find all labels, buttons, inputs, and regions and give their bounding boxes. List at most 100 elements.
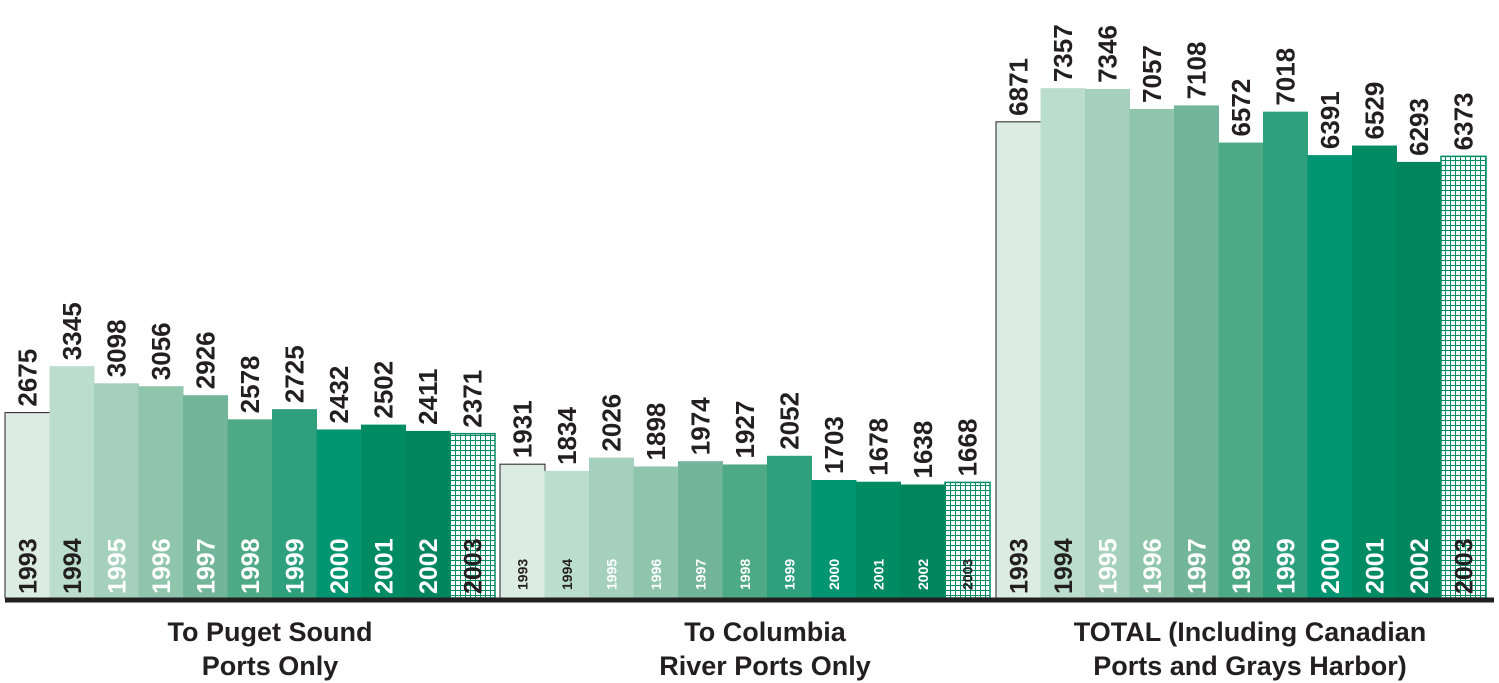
category-label: 1993 (1006, 538, 1034, 594)
bar-2000 (1307, 155, 1353, 598)
value-label: 3345 (57, 302, 87, 360)
bar-1996 (633, 466, 679, 598)
value-label: 7346 (1093, 25, 1123, 83)
value-label: 6529 (1360, 82, 1390, 140)
group-title-line: Ports and Grays Harbor) (1093, 651, 1407, 681)
category-label: 1995 (104, 538, 132, 594)
category-label: 2000 (326, 538, 354, 594)
value-label: 2926 (191, 331, 221, 389)
value-label: 1927 (730, 401, 760, 459)
bar-2003 (449, 432, 496, 599)
category-label: 1997 (1184, 538, 1212, 594)
bar-2003 (1440, 155, 1487, 599)
bar-1997 (1174, 105, 1219, 599)
category-label: 2003 (960, 559, 976, 590)
bar-1996 (138, 386, 184, 598)
bar-1999 (1263, 111, 1308, 599)
category-label: 2002 (415, 538, 443, 594)
category-label: 2001 (871, 559, 887, 590)
value-label: 2411 (413, 369, 443, 425)
category-label: 2000 (826, 559, 842, 590)
value-label: 6293 (1404, 98, 1434, 156)
value-label: 7108 (1182, 42, 1212, 100)
group-title-line: Ports Only (202, 651, 339, 681)
bar-2000 (811, 479, 857, 598)
category-label: 1998 (1228, 538, 1256, 594)
bar-group-2: 1931 1993 1834 1994 2026 1995 1898 1996 1974 1997… (499, 392, 991, 599)
category-label: 1999 (1273, 538, 1301, 594)
value-label: 1834 (552, 407, 582, 465)
value-label: 7357 (1048, 24, 1078, 82)
value-label: 7018 (1271, 48, 1301, 106)
category-label: 1995 (1095, 538, 1123, 594)
group-titles: To Puget Sound Ports Only To Columbia River… (168, 617, 1427, 681)
bar-1993 (4, 412, 51, 599)
category-label: 1994 (1050, 538, 1078, 594)
value-label: 1931 (508, 400, 538, 458)
value-label: 3098 (102, 319, 132, 377)
value-label: 6871 (1004, 58, 1034, 116)
category-label: 1998 (737, 559, 753, 590)
value-label: 2725 (280, 345, 310, 403)
bar-2001 (1352, 145, 1397, 599)
bar-1999 (767, 455, 812, 598)
value-label: 1703 (819, 416, 849, 474)
group-title-line: To Puget Sound (168, 617, 373, 647)
bar-1993 (499, 463, 546, 599)
bar-1994 (49, 366, 95, 598)
bar-2000 (316, 429, 362, 598)
value-label: 6572 (1226, 79, 1256, 137)
bar-2001 (856, 481, 901, 598)
category-label: 1994 (559, 559, 575, 590)
group-title-line: TOTAL (Including Canadian (1074, 617, 1427, 647)
value-label: 1668 (953, 419, 983, 477)
category-label: 2000 (1317, 538, 1345, 594)
bar-1994 (544, 470, 590, 598)
bar-1997 (678, 461, 723, 598)
value-label: 2502 (369, 361, 399, 419)
bar-1999 (272, 409, 317, 598)
category-label: 2003 (460, 538, 488, 594)
value-label: 2371 (458, 370, 488, 428)
category-label: 1996 (648, 559, 664, 590)
group-title-line: River Ports Only (659, 651, 871, 681)
value-label: 1678 (864, 418, 894, 476)
bar-2002 (405, 430, 451, 598)
value-label: 3056 (146, 322, 176, 380)
bar-1994 (1040, 88, 1086, 598)
category-label: 1999 (282, 538, 310, 594)
value-label: 2578 (235, 356, 265, 414)
value-label: 7057 (1137, 45, 1167, 103)
bar-1996 (1129, 108, 1175, 599)
bar-2001 (361, 424, 406, 598)
category-label: 1996 (148, 538, 176, 594)
category-label: 2002 (1406, 538, 1434, 594)
value-label: 1898 (641, 403, 671, 461)
value-label: 2675 (13, 349, 43, 407)
bar-2002 (1396, 161, 1442, 599)
value-label: 6391 (1315, 91, 1345, 149)
category-label: 2003 (1451, 538, 1479, 594)
bar-2003 (944, 481, 991, 599)
bar-1997 (183, 395, 228, 598)
value-label: 1638 (908, 421, 938, 479)
bar-group-1: 2675 1993 3345 1994 3098 1995 3056 1996 2926 1997… (4, 302, 496, 599)
bar-1998 (722, 464, 768, 598)
group-title-line: To Columbia (684, 617, 846, 647)
bar-1995 (94, 383, 139, 598)
category-label: 1999 (782, 559, 798, 590)
category-label: 1997 (693, 559, 709, 590)
category-label: 1998 (237, 538, 265, 594)
category-label: 2002 (915, 559, 931, 590)
value-label: 2052 (775, 392, 805, 450)
value-label: 1974 (686, 397, 716, 455)
category-label: 2001 (371, 538, 399, 594)
bar-1993 (995, 121, 1042, 599)
category-label: 1993 (15, 538, 43, 594)
category-label: 1993 (515, 559, 531, 590)
bar-1998 (227, 419, 273, 598)
category-label: 1995 (604, 559, 620, 590)
category-label: 1997 (193, 538, 221, 594)
bar-1995 (1085, 88, 1130, 598)
value-label: 6373 (1449, 93, 1479, 151)
